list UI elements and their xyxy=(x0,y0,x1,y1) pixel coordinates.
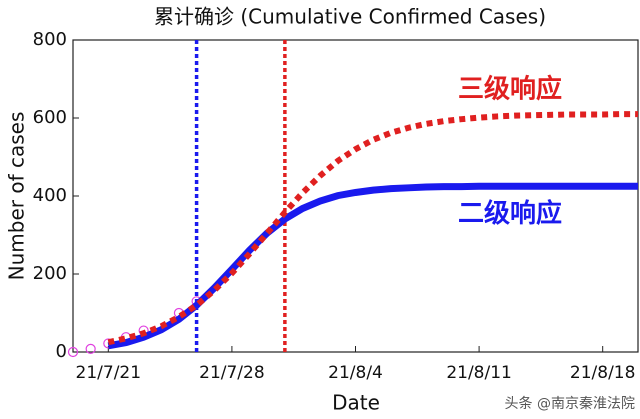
watermark: 头条 @南京秦淮法院 xyxy=(505,395,635,412)
series-line xyxy=(107,182,638,350)
y-tick-label: 0 xyxy=(56,341,67,362)
series-label: 二级响应 xyxy=(458,198,562,229)
y-tick-label: 400 xyxy=(33,185,67,206)
y-axis-label: Number of cases xyxy=(5,112,29,281)
x-tick-label: 21/7/28 xyxy=(199,363,265,383)
x-tick-label: 21/8/4 xyxy=(328,363,383,383)
observed-point xyxy=(85,343,96,354)
y-tick-label: 200 xyxy=(33,263,67,284)
x-tick-label: 21/7/21 xyxy=(76,363,142,383)
x-axis-label: Date xyxy=(332,391,380,415)
observed-point xyxy=(67,346,79,358)
x-tick-label: 21/8/18 xyxy=(570,363,636,383)
series-line xyxy=(107,111,638,346)
x-tick-label: 21/8/11 xyxy=(446,363,512,383)
y-tick-label: 800 xyxy=(33,29,67,50)
series-label: 三级响应 xyxy=(458,74,562,105)
y-tick-label: 600 xyxy=(33,107,67,128)
chart-title: 累计确诊 (Cumulative Confirmed Cases) xyxy=(154,5,546,29)
